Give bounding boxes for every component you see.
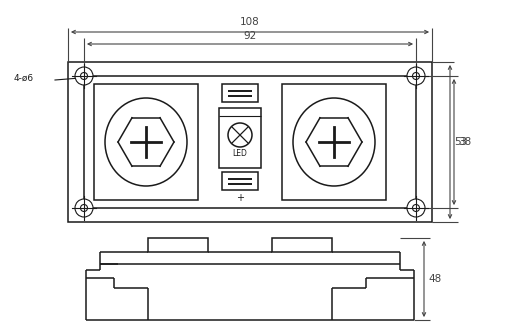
Text: 38: 38 bbox=[458, 137, 471, 147]
Bar bbox=[222, 172, 258, 190]
Bar bbox=[148, 238, 208, 252]
Bar bbox=[84, 76, 416, 208]
Bar bbox=[68, 62, 432, 222]
Bar bbox=[272, 238, 332, 252]
Circle shape bbox=[75, 67, 93, 85]
Text: LED: LED bbox=[233, 150, 248, 158]
Bar bbox=[222, 84, 258, 102]
Bar bbox=[94, 84, 198, 200]
Text: 48: 48 bbox=[428, 274, 441, 284]
Text: 53: 53 bbox=[454, 137, 467, 147]
Bar bbox=[282, 84, 386, 200]
Text: 92: 92 bbox=[243, 31, 256, 41]
Bar bbox=[219, 108, 261, 168]
Text: 4-ø6: 4-ø6 bbox=[14, 73, 34, 83]
Circle shape bbox=[75, 199, 93, 217]
Circle shape bbox=[407, 199, 425, 217]
Text: +: + bbox=[236, 193, 244, 203]
Circle shape bbox=[407, 67, 425, 85]
Text: 108: 108 bbox=[240, 17, 260, 27]
